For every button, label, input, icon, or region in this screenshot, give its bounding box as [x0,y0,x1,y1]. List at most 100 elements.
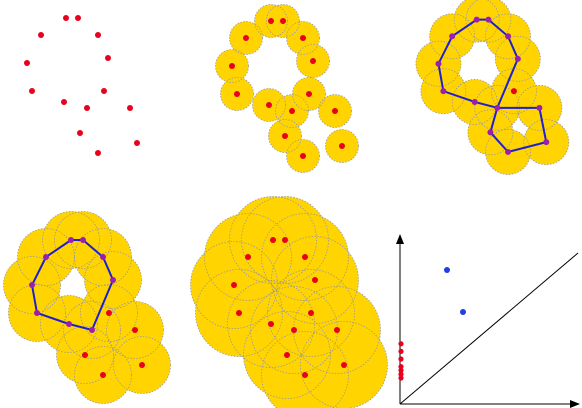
ball-outline [300,321,388,408]
vertex-point [449,33,456,40]
vertex-point [68,237,74,243]
loop-edge [437,18,519,110]
h1-point [444,267,450,273]
ball-outline [451,79,498,125]
ball-outline [254,4,288,38]
vertex-point [435,60,442,67]
data-point [282,133,288,139]
ball-outline [429,13,476,60]
data-point [132,327,138,333]
vertex-point [80,237,86,243]
ball-outline [420,68,467,115]
ball-outline [241,196,329,284]
data-point [339,143,345,149]
ball-outline [63,301,121,359]
ball-outline [227,280,315,368]
data-point [341,362,347,368]
loop-edge [30,239,115,332]
arrow-right-icon [570,400,580,408]
data-point [82,352,88,358]
h1-point [460,309,466,315]
ball-outline [215,49,249,83]
ball-outline [318,94,352,128]
ball-outline [467,109,514,156]
vertex-point [100,254,106,260]
h0-point [398,367,404,373]
data-point [100,372,106,378]
ball-outline [84,251,142,309]
vertex-point [505,33,512,40]
ball-outline [523,119,570,166]
ball-outline [243,311,331,399]
data-point [510,88,517,95]
data-point [236,310,242,316]
vertex-point [543,139,550,146]
data-point [229,63,235,69]
ball [261,331,349,408]
ball-outline [252,88,286,122]
ball-outline [3,256,61,314]
data-point [310,58,316,64]
vertex-point [473,16,480,23]
ball-outline [494,35,541,82]
data-point [334,327,340,333]
ball-outline [74,228,132,286]
ball-outline [268,119,302,153]
vertex-point [485,16,492,23]
ball-outline [229,196,317,284]
panel-small-balls [215,4,359,173]
data-point [84,105,90,111]
ball-outline [267,269,355,357]
ball-outline [286,21,320,55]
panel-points [24,15,140,156]
h0-point [398,341,404,347]
vertex-point [487,129,494,136]
h0-point [398,356,404,362]
data-point [234,91,240,97]
ball-outline [485,13,531,60]
data-point [101,88,107,94]
vertex-point [536,104,543,111]
h0-point [398,348,404,354]
h0-point [398,364,404,370]
data-point [134,140,140,146]
diagonal-line [399,252,579,405]
ball-outline [453,0,500,43]
vertex-point [89,327,95,333]
ball-outline [56,326,114,384]
vertex-point [29,282,35,288]
data-point [38,32,44,38]
ball-outline [80,284,138,342]
data-point [300,35,306,41]
filtration-panels [3,0,570,408]
data-point [245,254,251,260]
ball-outline [113,336,171,394]
data-point [289,108,295,114]
ball-outline [220,77,254,111]
data-point [302,254,308,260]
vertex-point [471,98,478,105]
data-point [266,102,272,108]
ball-outline [325,129,359,163]
data-point [270,237,276,243]
data-point [231,282,237,288]
loop-edge [489,106,548,154]
data-point [95,32,101,38]
vertex-point [34,310,40,316]
ball-outline [204,213,292,301]
vertex-point [514,55,521,62]
vertex-point [505,148,512,155]
panel-single-loop [3,211,171,404]
persistence-diagram [396,234,580,408]
ball-outline [229,21,263,55]
data-point [63,15,69,21]
data-point [268,18,274,24]
data-point [332,108,338,114]
ball-outline [266,4,300,38]
arrow-up-icon [396,234,404,244]
data-point [308,310,314,316]
ball-outline [74,346,132,404]
ball-outline [485,129,531,175]
ball-outline [296,44,330,78]
data-point [312,277,318,283]
